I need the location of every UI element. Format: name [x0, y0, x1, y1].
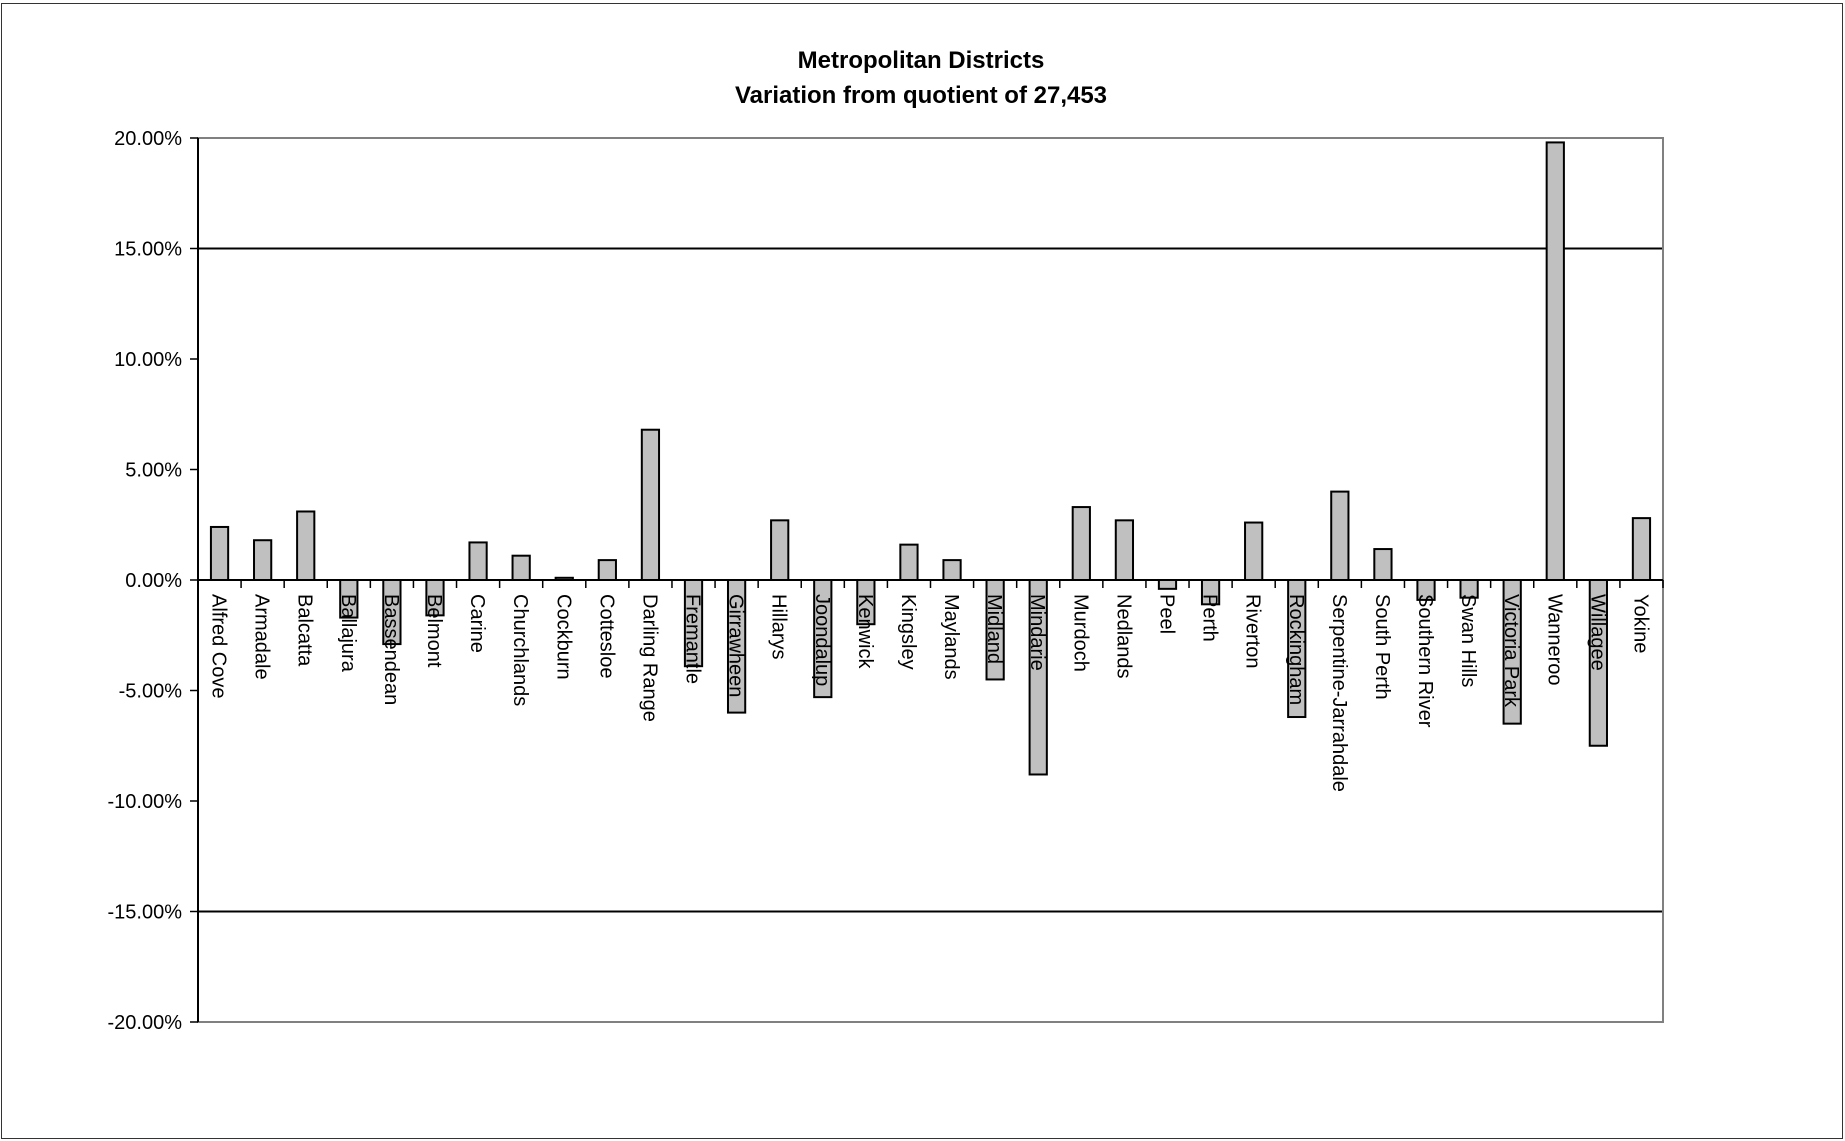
chart-subtitle: Variation from quotient of 27,453 [735, 82, 1107, 109]
bar-27 [1373, 548, 1393, 581]
category-label-8: Cockburn [552, 594, 574, 680]
bar-24 [1244, 521, 1264, 581]
bar-series [209, 141, 1652, 776]
category-label-32: Willagee [1586, 594, 1608, 671]
y-tick-label-1: 15.00% [114, 239, 182, 261]
y-tick-label-3: 5.00% [125, 460, 182, 482]
bar-21 [1114, 519, 1135, 582]
bar-0 [209, 525, 230, 582]
y-tick-label-2: 10.00% [114, 349, 182, 371]
category-label-0: Alfred Cove [208, 594, 230, 699]
x-category-labels: Alfred Cove Armadale Balcatta Ballajura Bass… [208, 594, 1652, 792]
category-label-1: Armadale [251, 594, 273, 680]
bar-20 [1071, 506, 1091, 582]
bar-13 [770, 519, 790, 582]
category-label-28: Southern River [1414, 594, 1436, 728]
category-label-21: Nedlands [1112, 594, 1134, 679]
y-tick-label-5: -5.00% [119, 681, 183, 703]
category-label-12: Girrawheen [725, 594, 747, 697]
category-label-33: Yokine [1629, 594, 1651, 653]
category-label-17: Maylands [940, 594, 962, 680]
y-tick-label-8: -20.00% [108, 1012, 183, 1034]
axes [190, 137, 1664, 1023]
category-label-22: Peel [1155, 594, 1177, 634]
bar-17 [942, 559, 962, 581]
category-label-10: Darling Range [638, 594, 660, 722]
category-label-9: Cottesloe [595, 594, 617, 679]
y-tick-label-0: 20.00% [114, 128, 182, 150]
chart-title: Metropolitan Districts [798, 47, 1045, 74]
bar-31 [1545, 141, 1565, 581]
bar-2 [296, 510, 316, 581]
bar-9 [597, 559, 617, 581]
category-label-11: Fremantle [682, 594, 704, 684]
y-tick-label-6: -10.00% [108, 791, 183, 813]
category-label-27: South Perth [1371, 594, 1393, 700]
y-tick-label-7: -15.00% [108, 902, 183, 924]
bar-16 [899, 543, 919, 582]
category-label-30: Victoria Park [1500, 594, 1522, 708]
category-label-3: Ballajura [337, 594, 359, 673]
y-tick-labels: 20.00% 15.00% 10.00% 5.00% 0.00% -5.00% -10.00… [108, 128, 183, 1034]
category-label-4: Bassendean [380, 594, 402, 705]
category-label-19: Mindarie [1026, 594, 1048, 671]
bar-1 [253, 539, 273, 581]
bar-26 [1330, 490, 1350, 582]
category-label-29: Swan Hills [1457, 594, 1479, 687]
bar-7 [511, 554, 531, 582]
category-label-15: Kenwick [854, 594, 876, 669]
category-label-5: Belmont [423, 594, 445, 668]
category-label-13: Hillarys [768, 594, 790, 660]
category-label-20: Murdoch [1069, 594, 1091, 672]
category-label-18: Midland [983, 594, 1005, 664]
category-label-31: Wanneroo [1543, 594, 1565, 686]
gridlines [198, 247, 1663, 913]
category-label-16: Kingsley [897, 594, 919, 670]
category-label-25: Rockingham [1285, 594, 1307, 705]
bar-33 [1631, 517, 1652, 581]
category-label-26: Serpentine-Jarrahdale [1328, 594, 1350, 792]
bar-6 [468, 541, 488, 581]
y-tick-label-4: 0.00% [125, 570, 182, 592]
category-label-23: Perth [1199, 594, 1221, 642]
category-label-6: Carine [466, 594, 488, 653]
category-label-14: Joondalup [811, 594, 833, 686]
bar-22 [1157, 579, 1178, 590]
category-label-7: Churchlands [509, 594, 531, 706]
category-label-2: Balcatta [294, 594, 316, 667]
bar-10 [640, 428, 661, 581]
category-label-24: Riverton [1242, 594, 1264, 668]
